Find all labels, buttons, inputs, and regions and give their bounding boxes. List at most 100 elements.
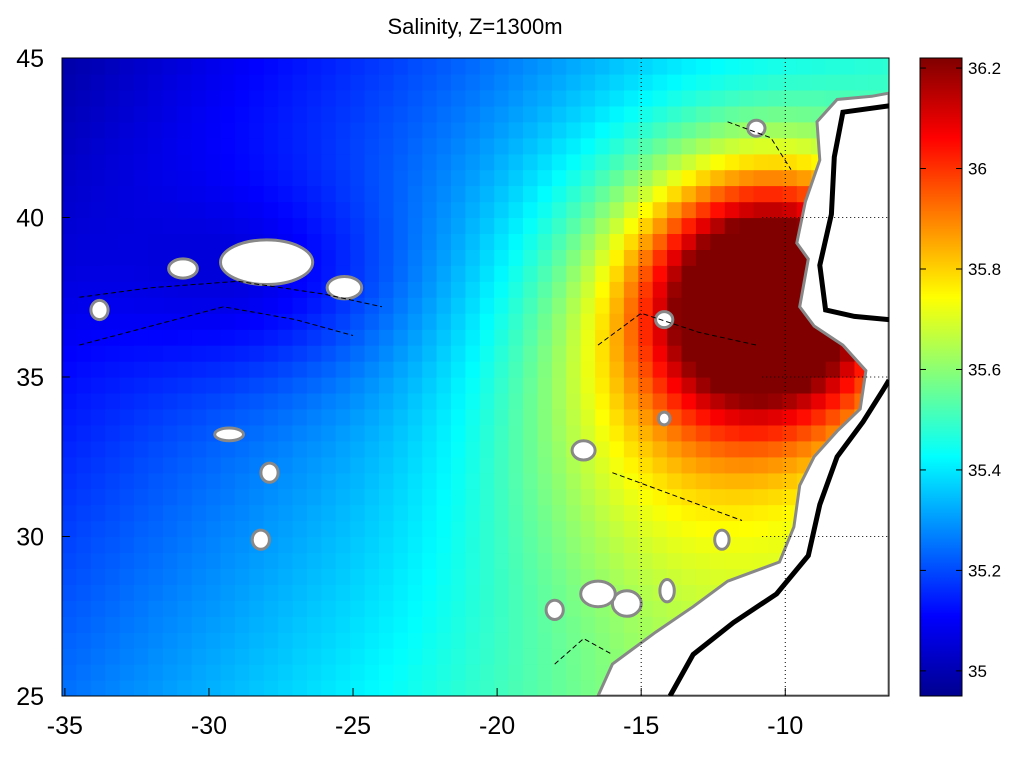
heatmap-cell: [652, 329, 668, 346]
heatmap-cell: [350, 408, 366, 426]
heatmap-cell: [105, 201, 121, 219]
heatmap-cell: [90, 648, 106, 665]
heatmap-cell: [652, 297, 668, 314]
heatmap-cell: [407, 456, 423, 474]
heatmap-cell: [580, 105, 596, 123]
heatmap-cell: [508, 361, 524, 378]
heatmap-cell: [436, 600, 452, 617]
heatmap-cell: [220, 58, 236, 75]
heatmap-cell: [695, 105, 711, 123]
heatmap-cell: [551, 89, 567, 107]
heatmap-cell: [451, 361, 466, 378]
heatmap-cell: [595, 440, 611, 458]
heatmap-cell: [292, 89, 308, 107]
heatmap-cell: [364, 424, 380, 442]
heatmap-cell: [551, 472, 567, 490]
heatmap-cell: [105, 58, 121, 75]
heatmap-cell: [465, 472, 481, 490]
heatmap-cell: [191, 377, 207, 394]
heatmap-cell: [306, 680, 322, 696]
heatmap-cell: [379, 281, 394, 298]
heatmap-cell: [724, 408, 740, 426]
heatmap-cell: [753, 313, 769, 330]
heatmap-cell: [105, 345, 121, 362]
heatmap-cell: [76, 201, 92, 219]
heatmap-cell: [306, 281, 322, 298]
heatmap-cell: [724, 105, 740, 123]
heatmap-cell: [379, 249, 394, 266]
heatmap-cell: [321, 121, 337, 139]
heatmap-cell: [465, 392, 481, 410]
heatmap-cell: [393, 648, 409, 665]
heatmap-cell: [62, 568, 77, 585]
heatmap-cell: [393, 281, 409, 298]
land-polygon: [596, 91, 889, 696]
heatmap-cell: [451, 137, 466, 155]
heatmap-cell: [350, 488, 366, 506]
heatmap-cell: [494, 632, 510, 649]
heatmap-cell: [479, 313, 495, 330]
heatmap-cell: [508, 616, 524, 633]
heatmap-cell: [350, 313, 366, 330]
heatmap-cell: [134, 233, 149, 250]
heatmap-cell: [234, 648, 250, 665]
heatmap-cell: [379, 616, 394, 633]
heatmap-cell: [234, 361, 250, 378]
heatmap-cell: [134, 345, 149, 362]
heatmap-cell: [609, 408, 625, 426]
heatmap-cell: [580, 201, 596, 219]
heatmap-cell: [724, 392, 740, 410]
heatmap-cell: [652, 536, 668, 554]
heatmap-cell: [162, 456, 178, 474]
heatmap-cell: [76, 424, 92, 442]
heatmap-cell: [263, 408, 279, 426]
heatmap-cell: [451, 297, 466, 314]
heatmap-cell: [249, 408, 265, 426]
heatmap-cell: [379, 329, 394, 346]
heatmap-cell: [263, 584, 279, 601]
heatmap-cell: [508, 424, 524, 442]
heatmap-cell: [422, 89, 438, 107]
heatmap-cell: [768, 424, 783, 442]
heatmap-cell: [407, 424, 423, 442]
heatmap-cell: [134, 392, 149, 410]
heatmap-cell: [739, 488, 755, 506]
heatmap-cell: [234, 217, 250, 234]
heatmap-cell: [667, 456, 683, 474]
heatmap-cell: [652, 472, 668, 490]
heatmap-cell: [321, 392, 337, 410]
heatmap-cell: [321, 89, 337, 107]
heatmap-cell: [609, 552, 625, 569]
heatmap-cell: [551, 377, 567, 394]
heatmap-cell: [90, 520, 106, 538]
heatmap-cell: [105, 616, 121, 633]
heatmap-cell: [292, 536, 308, 554]
heatmap-cell: [278, 648, 294, 665]
heatmap-cell: [451, 74, 466, 91]
heatmap-cell: [638, 616, 654, 633]
heatmap-cell: [681, 185, 697, 203]
heatmap-cell: [177, 137, 193, 155]
heatmap-cell: [753, 137, 769, 155]
heatmap-cell: [566, 201, 582, 219]
heatmap-cell: [537, 361, 553, 378]
heatmap-cell: [393, 680, 409, 696]
heatmap-cell: [695, 185, 711, 203]
heatmap-cell: [350, 105, 366, 123]
heatmap-cell: [436, 632, 452, 649]
heatmap-cell: [508, 377, 524, 394]
heatmap-cell: [177, 105, 193, 123]
heatmap-cell: [292, 616, 308, 633]
heatmap-cell: [364, 58, 380, 75]
heatmap-cell: [523, 424, 538, 442]
heatmap-cell: [609, 169, 625, 187]
heatmap-cell: [652, 58, 668, 75]
heatmap-cell: [263, 600, 279, 617]
heatmap-cell: [321, 616, 337, 633]
heatmap-cell: [753, 281, 769, 298]
heatmap-cell: [537, 616, 553, 633]
heatmap-cell: [494, 74, 510, 91]
heatmap-cell: [451, 408, 466, 426]
heatmap-cell: [234, 201, 250, 219]
heatmap-cell: [422, 472, 438, 490]
